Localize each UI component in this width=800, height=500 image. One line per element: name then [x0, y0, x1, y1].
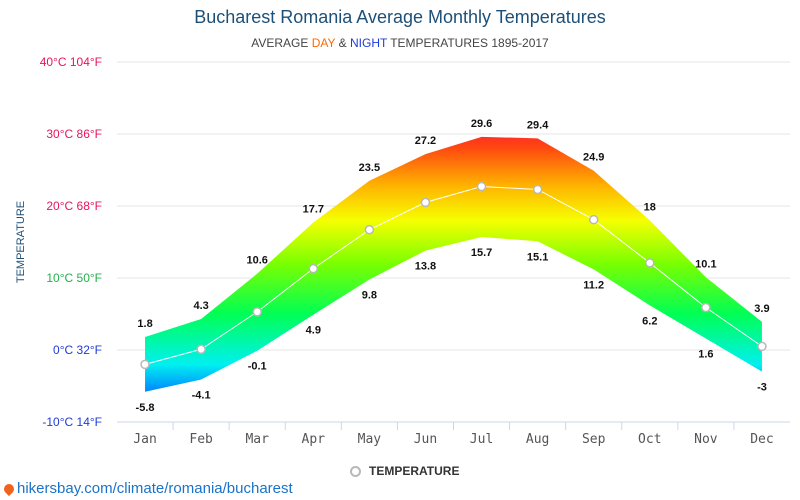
x-tick-label: Oct [638, 432, 661, 447]
mean-temperature-point[interactable] [757, 341, 767, 352]
x-tick-label: Nov [694, 432, 718, 447]
mean-temperature-point[interactable] [196, 344, 206, 355]
day-value-label: 27.2 [415, 135, 436, 147]
subtitle-amp: & [335, 36, 350, 50]
y-tick-label: 0°C 32°F [53, 343, 102, 357]
night-value-label: 9.8 [362, 289, 377, 301]
subtitle-night: NIGHT [349, 36, 388, 50]
night-value-label: 6.2 [642, 315, 657, 327]
x-tick-label: Jul [470, 432, 493, 447]
chart-title: Bucharest Romania Average Monthly Temper… [194, 7, 606, 27]
night-value-label: -5.8 [136, 402, 155, 414]
mean-temperature-point[interactable] [364, 225, 375, 235]
subtitle-suffix: TEMPERATURES 1895-2017 [387, 36, 549, 50]
x-tick-label: Jan [133, 432, 156, 447]
mean-temperature-point[interactable] [701, 302, 711, 313]
x-tick-label: Apr [302, 432, 326, 447]
x-tick-label: May [358, 432, 382, 447]
mean-temperature-point[interactable] [308, 263, 319, 274]
mean-line-group [140, 181, 767, 370]
chart-subtitle: AVERAGE DAY & NIGHT TEMPERATURES 1895-20… [0, 36, 800, 50]
night-value-label: 15.1 [527, 251, 548, 263]
y-tick-label: -10°C 14°F [42, 415, 102, 429]
subtitle-day: DAY [311, 36, 336, 50]
map-pin-icon [1, 481, 17, 496]
x-tick-label: Dec [750, 432, 773, 447]
y-axis-label: TEMPERATURE [15, 201, 27, 283]
day-value-label: 10.6 [246, 255, 267, 267]
x-tick-label: Feb [189, 432, 213, 447]
x-tick-label: Aug [526, 432, 549, 447]
night-value-label: 4.9 [306, 325, 321, 337]
x-axis-ticks: Jan Feb Mar Apr May Jun Jul Aug Sep Oct Nov Dec [133, 422, 774, 447]
day-value-label: 29.4 [527, 119, 549, 131]
day-value-label: 23.5 [359, 162, 380, 174]
x-tick-label: Jun [414, 432, 437, 447]
day-value-label: 18 [644, 201, 656, 213]
mean-temperature-point[interactable] [645, 258, 655, 268]
temperature-band [145, 136, 762, 392]
source-text: hikersbay.com/climate/romania/bucharest [17, 480, 293, 497]
y-tick-label: 40°C 104°F [40, 55, 102, 69]
day-value-label: 24.9 [583, 152, 604, 164]
subtitle-prefix: AVERAGE [251, 36, 312, 50]
y-tick-label: 30°C 86°F [46, 127, 102, 141]
data-labels: 1.8 4.3 10.6 17.7 23.5 27.2 29.6 29.4 24.9 18 10.1… [136, 118, 770, 414]
y-tick-label: 10°C 50°F [46, 271, 102, 285]
x-tick-label: Mar [245, 432, 269, 447]
night-value-label: 13.8 [415, 261, 436, 273]
day-value-label: 3.9 [754, 303, 769, 315]
x-tick-label: Sep [582, 432, 606, 447]
chart-legend[interactable]: TEMPERATURE [350, 464, 459, 478]
day-value-label: 29.6 [471, 118, 492, 130]
night-value-label: -3 [757, 382, 767, 394]
legend-marker-icon [350, 465, 361, 477]
night-value-label: -4.1 [192, 390, 211, 402]
night-value-label: 1.6 [698, 348, 713, 360]
night-value-label: 15.7 [471, 247, 492, 259]
day-value-label: 17.7 [303, 204, 324, 216]
night-value-label: -0.1 [248, 361, 267, 373]
y-tick-label: 20°C 68°F [46, 199, 102, 213]
y-axis-ticks: 40°C 104°F 30°C 86°F 20°C 68°F 10°C 50°F 0°C… [40, 55, 102, 429]
mean-temperature-point[interactable] [420, 197, 431, 208]
mean-temperature-line [144, 186, 763, 365]
day-night-range-area [145, 136, 762, 392]
legend-label: TEMPERATURE [369, 464, 460, 478]
mean-temperature-point[interactable] [588, 214, 599, 225]
day-value-label: 10.1 [695, 258, 716, 270]
mean-temperature-point[interactable] [476, 181, 487, 192]
mean-temperature-point[interactable] [140, 359, 150, 370]
mean-temperature-point[interactable] [252, 307, 262, 317]
mean-temperature-point[interactable] [532, 184, 543, 195]
day-value-label: 4.3 [193, 300, 208, 312]
source-link[interactable]: hikersbay.com/climate/romania/bucharest [1, 480, 293, 497]
night-value-label: 11.2 [583, 279, 604, 291]
day-value-label: 1.8 [137, 318, 152, 330]
